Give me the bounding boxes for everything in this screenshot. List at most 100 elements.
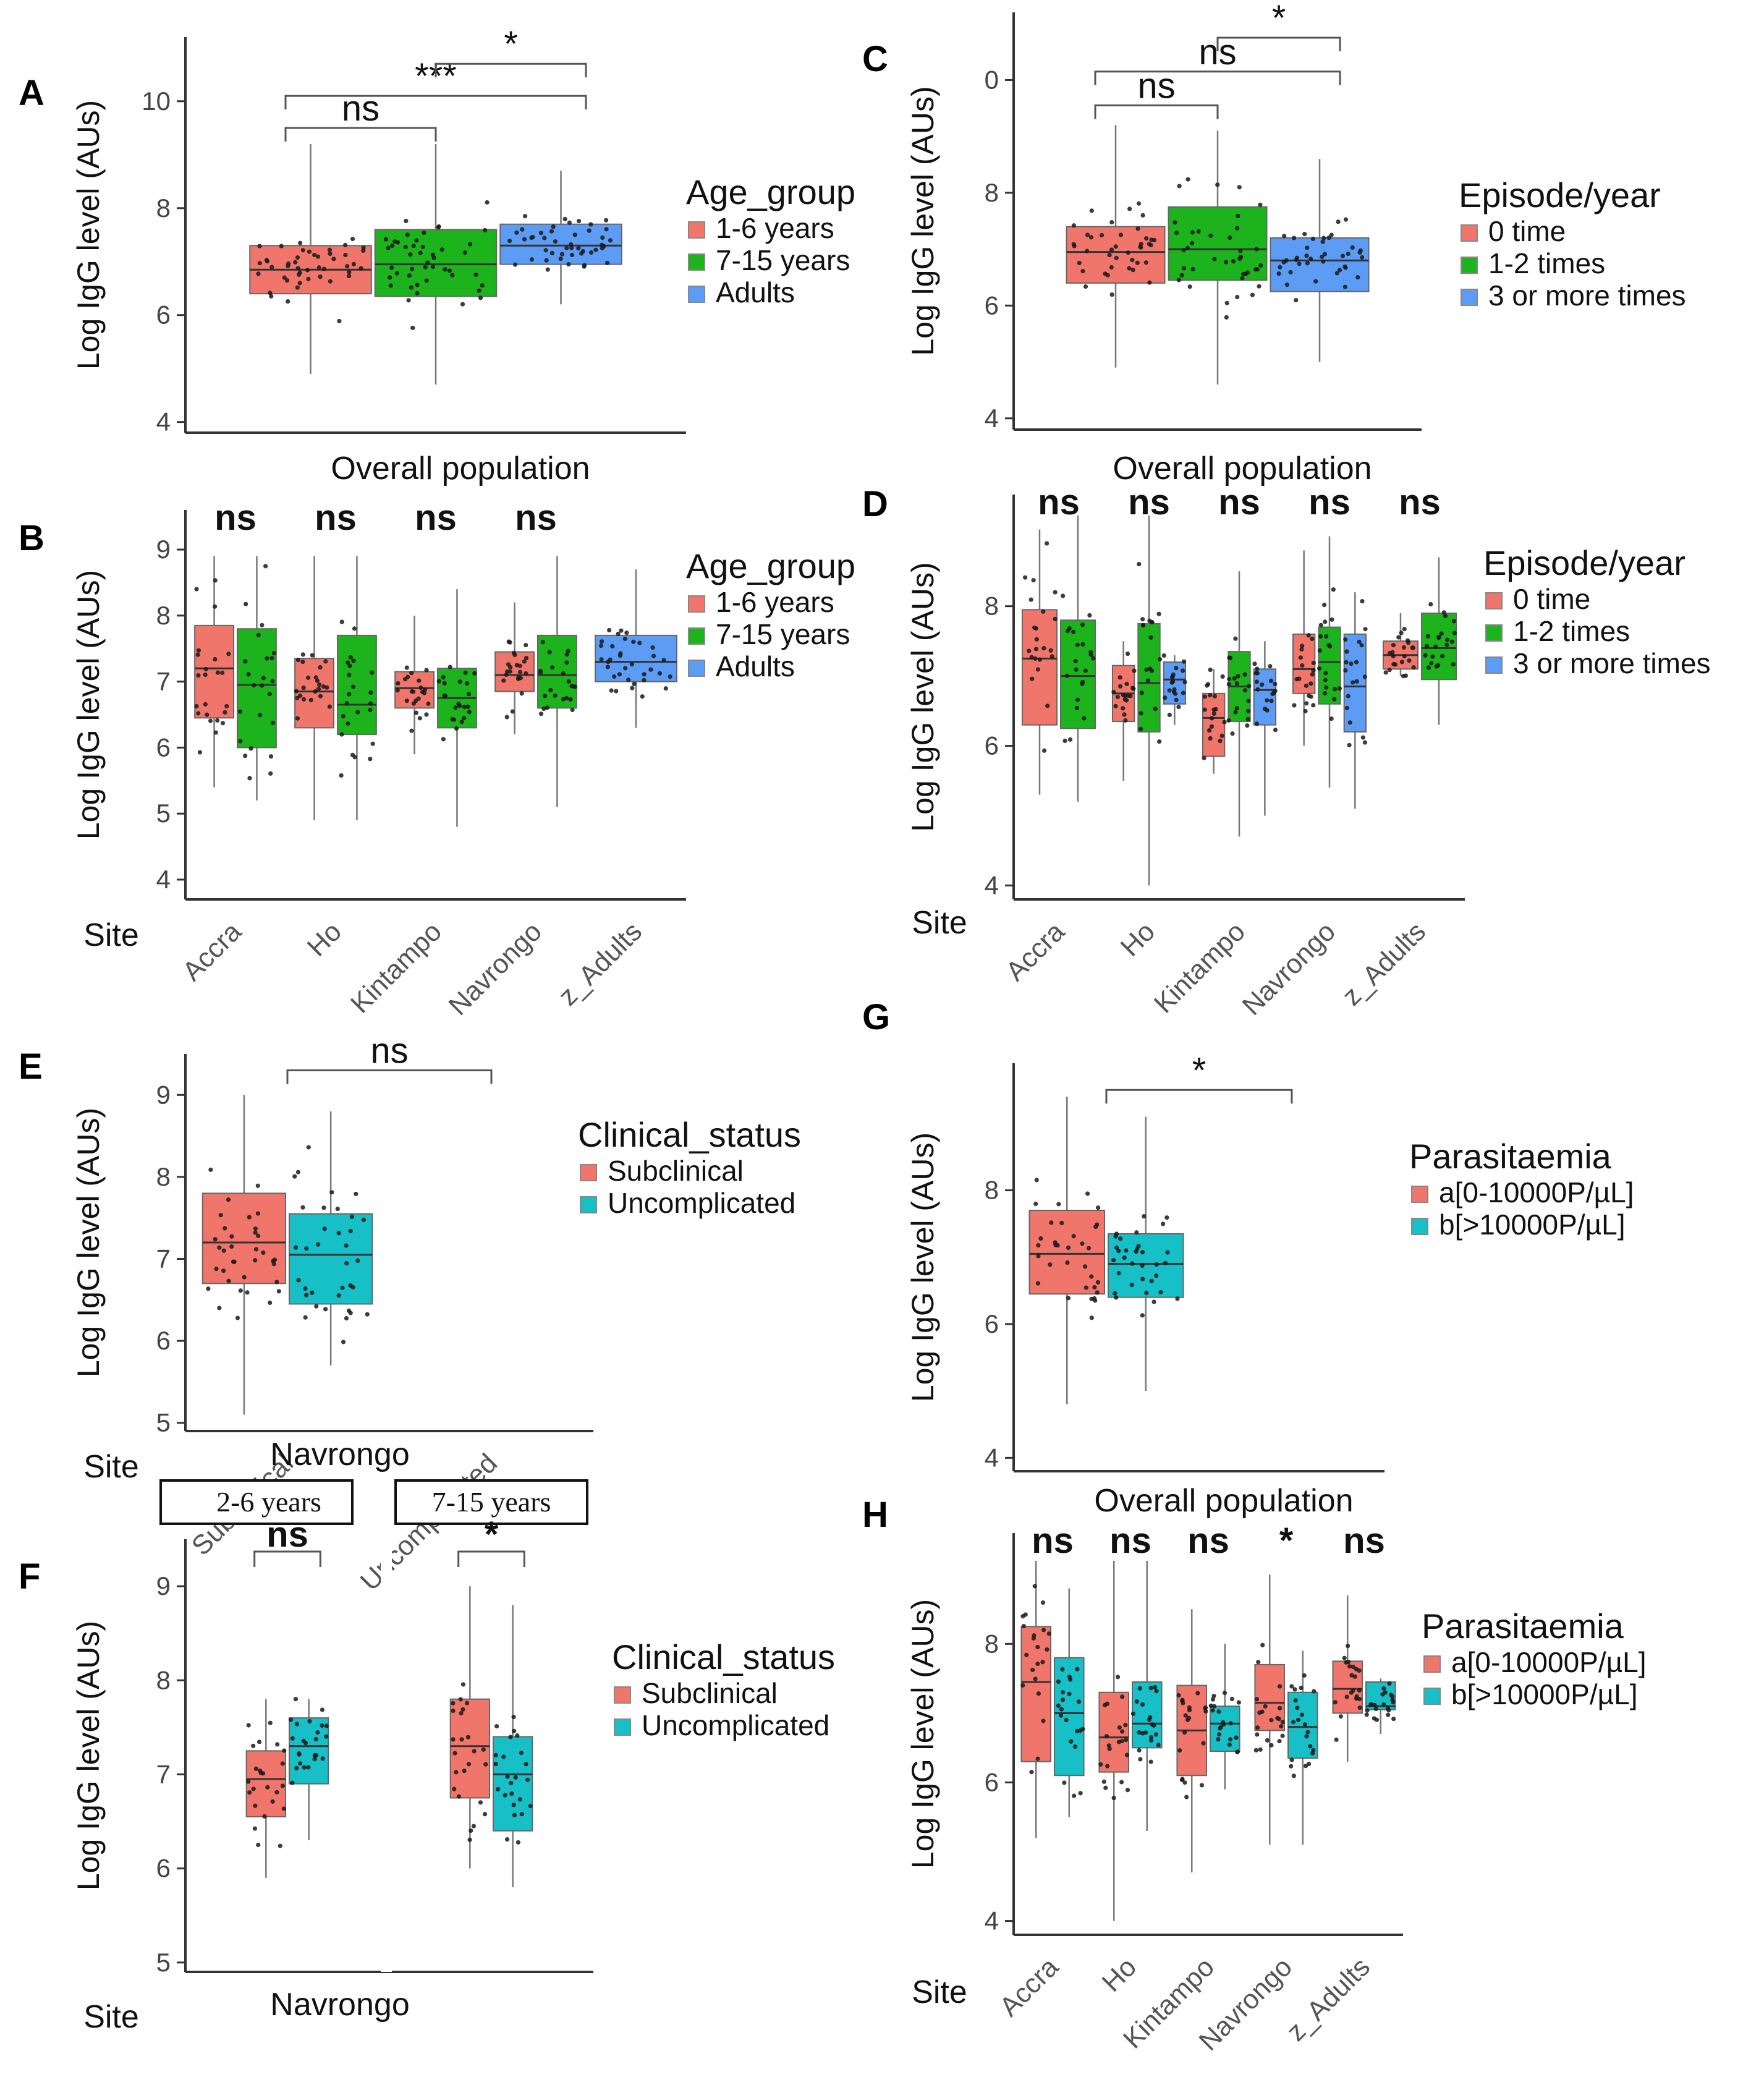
data-point: [1357, 250, 1362, 255]
y-tick-label: 6: [985, 1309, 999, 1338]
data-point: [1130, 1261, 1135, 1266]
data-point: [1443, 613, 1448, 618]
data-point: [467, 1837, 472, 1842]
data-point: [395, 240, 401, 245]
data-point: [269, 656, 274, 661]
x-category-label: z_Adults: [1336, 916, 1431, 1011]
data-point: [515, 1733, 520, 1738]
data-point: [312, 252, 317, 258]
data-point: [569, 242, 574, 247]
data-point: [423, 265, 428, 270]
data-point: [229, 1234, 234, 1239]
data-point: [1033, 647, 1038, 652]
data-point: [253, 1766, 258, 1771]
data-point: [213, 578, 218, 583]
data-point: [1037, 657, 1042, 662]
data-point: [1229, 1696, 1235, 1702]
data-point: [1107, 1746, 1112, 1751]
data-point: [572, 684, 578, 689]
data-point: [1115, 694, 1120, 700]
data-point: [256, 1842, 261, 1848]
data-point: [1130, 1711, 1136, 1716]
data-point: [1029, 655, 1034, 660]
data-point: [1360, 599, 1365, 604]
data-point: [588, 250, 594, 255]
legend-entry: 0 time: [1513, 583, 1590, 615]
data-point: [1318, 622, 1323, 627]
data-point: [1116, 1249, 1121, 1254]
data-point: [1119, 1739, 1124, 1744]
data-point: [339, 619, 344, 624]
data-point: [1067, 1691, 1072, 1696]
data-point: [460, 302, 465, 307]
data-point: [541, 707, 546, 711]
data-point: [457, 679, 462, 684]
data-point: [1183, 1713, 1188, 1718]
x-category-label: Navrongo: [270, 1987, 409, 2023]
data-point: [1300, 663, 1305, 668]
data-point: [420, 244, 425, 250]
data-point: [447, 268, 452, 273]
data-point: [1263, 1704, 1268, 1709]
data-point: [261, 1250, 266, 1255]
x-category-label: Ho: [302, 916, 347, 962]
significance-label: *: [1279, 1521, 1294, 1561]
data-point: [1059, 1707, 1064, 1712]
data-point: [631, 639, 636, 644]
data-point: [255, 1211, 261, 1216]
data-point: [312, 1753, 318, 1758]
data-point: [368, 690, 373, 695]
data-point: [1302, 1722, 1307, 1727]
data-point: [1411, 665, 1416, 670]
data-point: [1235, 1749, 1240, 1754]
data-point: [1135, 226, 1140, 231]
data-point: [1139, 690, 1144, 695]
data-point: [318, 665, 323, 670]
data-point: [1380, 1692, 1385, 1697]
data-point: [1323, 671, 1328, 676]
data-point: [608, 657, 613, 662]
data-point: [348, 655, 353, 660]
legend-entry: 1-6 years: [716, 212, 834, 244]
data-point: [1357, 1688, 1362, 1693]
data-point: [1035, 1281, 1041, 1286]
data-point: [223, 710, 227, 715]
data-point: [1289, 1684, 1294, 1689]
data-point: [1320, 239, 1325, 244]
data-point: [1174, 697, 1179, 702]
significance-label: *: [485, 1514, 499, 1555]
data-point: [1337, 686, 1342, 691]
legend-entry: 1-2 times: [1513, 615, 1630, 647]
data-point: [1245, 270, 1250, 275]
data-point: [1337, 268, 1342, 273]
data-point: [1087, 613, 1092, 618]
data-point: [1295, 1717, 1301, 1722]
data-point: [247, 1790, 252, 1795]
data-point: [304, 1293, 309, 1298]
data-point: [1258, 202, 1263, 207]
data-point: [1064, 673, 1069, 678]
data-point: [1148, 1735, 1154, 1739]
box-0-time: [1066, 226, 1166, 284]
data-point: [616, 631, 621, 637]
data-point: [1157, 739, 1162, 744]
y-tick-label: 6: [985, 291, 999, 320]
data-point: [281, 1806, 286, 1811]
y-tick-label: 9: [156, 1571, 171, 1600]
data-point: [661, 658, 666, 663]
data-point: [1167, 712, 1172, 718]
data-point: [389, 265, 394, 270]
data-point: [648, 667, 653, 672]
y-tick-label: 6: [985, 731, 999, 760]
data-point: [414, 238, 419, 243]
data-point: [515, 1840, 521, 1845]
data-point: [1088, 652, 1093, 657]
data-point: [1294, 255, 1300, 260]
data-point: [493, 1762, 498, 1767]
data-point: [336, 1231, 341, 1236]
data-point: [469, 1828, 473, 1833]
legend-swatch: [1461, 257, 1478, 274]
data-point: [1035, 1644, 1040, 1650]
x-category-label: Accra: [994, 1952, 1065, 2023]
data-point: [1035, 1756, 1040, 1761]
